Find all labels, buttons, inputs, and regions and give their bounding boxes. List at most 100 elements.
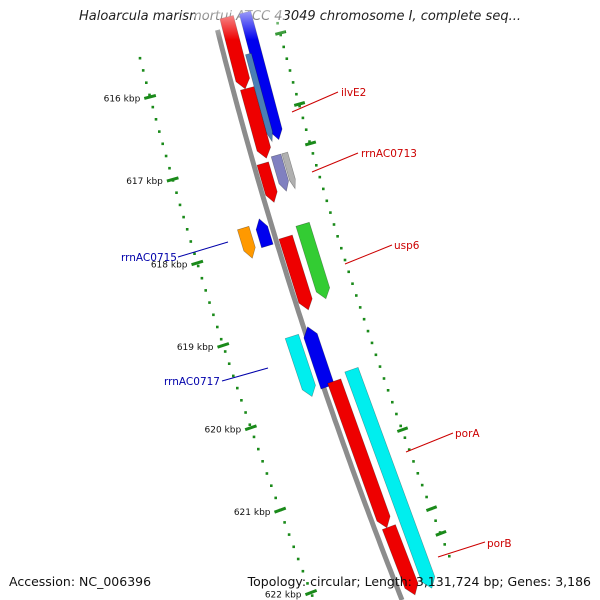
outer-dot [443,543,446,546]
tick-dot [301,569,305,573]
tick-dot [200,276,204,280]
outer-dot [322,187,325,191]
outer-dot [291,81,295,84]
tick-dot [158,130,161,133]
gene-arrow-lavender[interactable] [270,153,289,192]
gene-arrow-ilvE2[interactable] [240,86,271,159]
tick-dot [274,496,277,500]
leader-line [344,244,393,265]
outer-dot [285,57,289,60]
tick-label: 619 kbp [177,343,214,353]
outer-dot [325,199,329,203]
tick-dot [178,203,182,207]
tick-dot [168,166,171,170]
gene-arrow-cyan[interactable] [284,333,316,397]
outer-dot [407,448,411,451]
outer-dot [304,128,308,131]
gene-arrow-porA[interactable] [327,378,391,529]
tick-dot [232,374,235,378]
gene-labels: ilvE2 rrnAC0713 usp6 rrnAC0715 rrnAC0717 porA… [121,87,512,550]
outer-dot [318,175,322,179]
gene-arrow-rrnAC0713[interactable] [256,161,278,203]
outer-tick [304,140,317,147]
leader-line [291,91,339,113]
tick-dot [248,423,252,426]
gene-label[interactable]: porB [487,538,512,550]
tick-dot [138,56,142,60]
tick-mark [273,506,287,514]
outer-dot [366,329,370,333]
tick-mark [244,424,257,432]
accession-text: Accession: NC_006396 [9,574,152,589]
tick-dot [227,362,231,365]
gene-arrow-cyan-por[interactable] [344,367,436,589]
gene-features[interactable] [219,10,436,596]
gene-label[interactable]: rrnAC0715 [121,252,177,264]
outer-dot [412,460,415,463]
outer-dot [301,116,305,120]
outer-dot [288,69,292,72]
gene-arrow-orange[interactable] [237,225,256,259]
outer-dot [355,294,358,297]
gene-label[interactable]: usp6 [394,240,420,252]
tick-dot [193,252,196,255]
tick-label: 621 kbp [234,508,271,518]
outer-dot [358,306,362,309]
tick-dot [212,313,215,317]
outer-dot [298,104,301,108]
tick-dot [141,69,145,72]
tick-dot [287,533,291,536]
gene-arrow-rrnAC0717[interactable] [303,326,335,390]
outer-tick [396,426,409,433]
tick-dot [151,105,155,109]
outer-dot [315,164,318,167]
tick-dot [148,93,151,97]
tick-dot [182,215,185,219]
gene-arrow-steel[interactable] [245,52,273,143]
map-title: Haloarcula marismortui ATCC 43049 chromo… [79,9,521,24]
tick-dot [310,594,314,597]
tick-mark [304,588,318,597]
outer-dot [378,365,382,368]
tick-dot [161,142,164,146]
gene-label[interactable]: rrnAC0713 [361,148,417,160]
tick-dot [216,325,219,329]
gene-arrow-usp6[interactable] [295,221,331,300]
gene-label[interactable]: ilvE2 [341,87,366,99]
tick-label: 617 kbp [126,177,163,187]
tick-track: 616 kbp 617 kbp 618 kbp 619 kbp 620 kbp 621 k… [104,30,447,600]
outer-dot [448,554,451,558]
tick-dot [283,521,286,524]
outer-dot [374,353,378,357]
gene-arrow-red-usp6[interactable] [278,234,313,311]
outer-dot [425,495,428,499]
outer-dot [399,424,402,428]
tick-dot-track [138,21,451,597]
tick-label: 622 kbp [265,591,302,600]
outer-tick [425,505,438,512]
gene-label[interactable]: rrnAC0717 [164,376,220,388]
leader-line [437,541,486,558]
tick-mark [191,259,204,267]
gene-label[interactable]: porA [455,428,480,440]
outer-dot [282,45,285,49]
tick-dot [252,435,256,439]
outer-dot [340,246,343,250]
tick-dot [164,154,168,158]
gene-arrow-rrnAC0715[interactable] [255,218,274,249]
label-leaders [177,91,486,558]
tick-dot [261,460,264,463]
leader-line [221,367,269,382]
outer-dot [351,282,354,285]
tick-dot [145,81,148,84]
gene-arrow-porB[interactable] [381,524,419,596]
outer-dot [403,436,407,439]
tick-label: 618 kbp [151,261,188,271]
outer-dot [382,377,386,380]
tick-dot [306,582,309,585]
tick-dot [208,301,211,304]
gene-arrow-gray[interactable] [281,151,296,190]
tick-dot [154,118,158,121]
tick-dot [244,411,247,414]
